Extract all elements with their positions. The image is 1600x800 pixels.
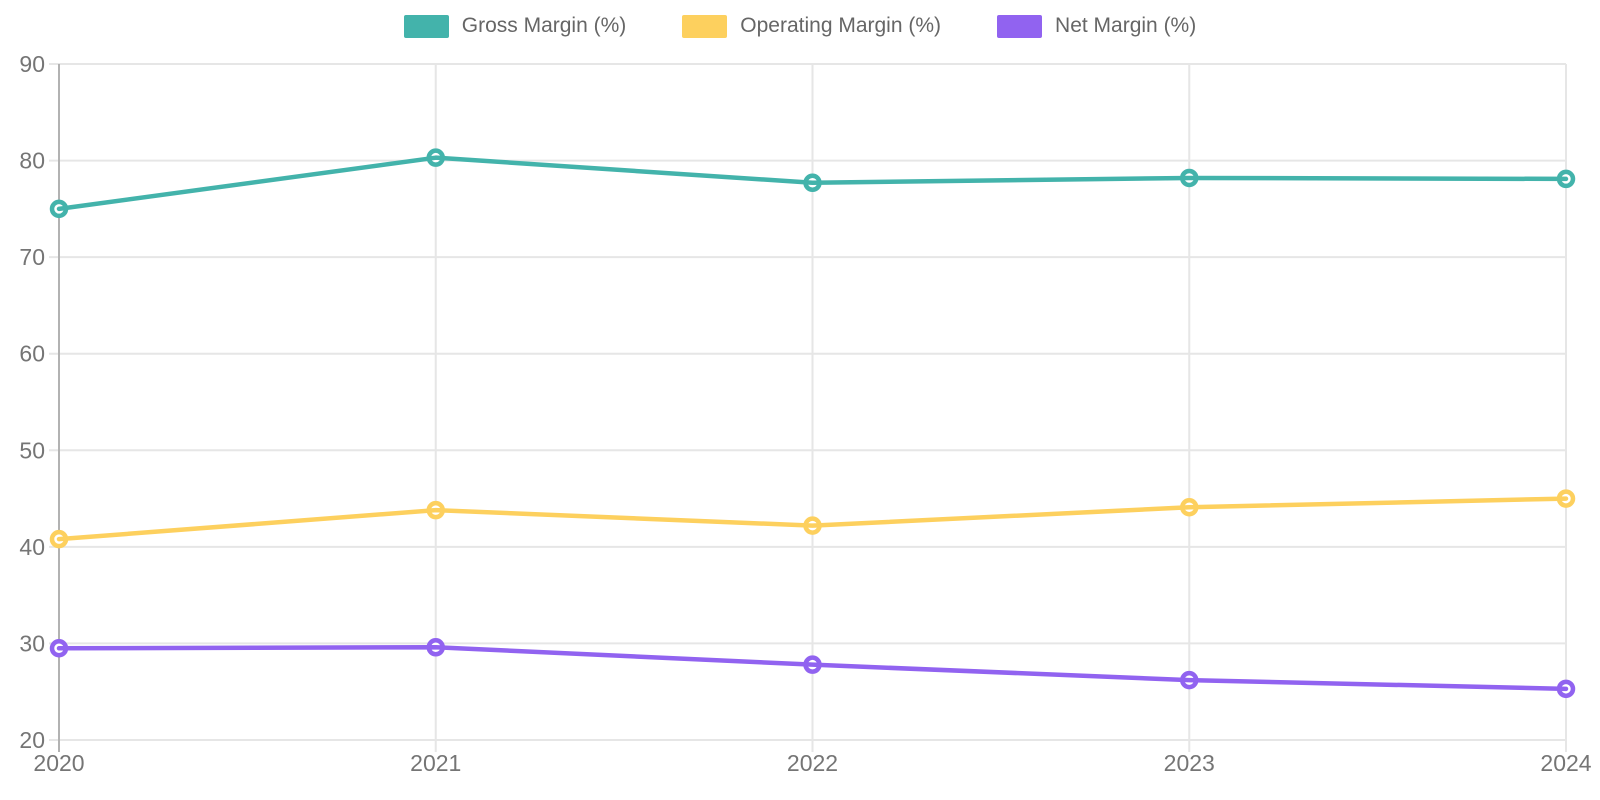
legend-label: Gross Margin (%) — [461, 14, 627, 37]
series-line-1 — [56, 155, 1569, 212]
legend-swatch — [403, 14, 449, 38]
x-tick-label: 2021 — [410, 750, 461, 776]
y-tick-label: 40 — [19, 534, 45, 560]
x-tick-label: 2022 — [787, 750, 838, 776]
x-tick-label: 2020 — [33, 750, 84, 776]
y-tick-label: 50 — [19, 437, 45, 463]
legend-item-2[interactable]: Operating Margin (%) — [682, 14, 941, 38]
series-line-2 — [56, 496, 1569, 542]
y-tick-label: 80 — [19, 148, 45, 174]
legend-label: Net Margin (%) — [1055, 14, 1197, 37]
y-tick-label: 70 — [19, 244, 45, 270]
y-tick-label: 90 — [19, 51, 45, 77]
legend-item-3[interactable]: Net Margin (%) — [997, 14, 1196, 38]
y-tick-label: 20 — [19, 727, 45, 753]
x-tick-label: 2023 — [1164, 750, 1215, 776]
series-line-3 — [56, 645, 1569, 692]
legend-swatch — [997, 14, 1043, 38]
chart-legend: Gross Margin (%) Operating Margin (%) Net … — [0, 14, 1600, 38]
legend-swatch — [682, 14, 728, 38]
legend-item-1[interactable]: Gross Margin (%) — [403, 14, 627, 38]
legend-label: Operating Margin (%) — [740, 14, 942, 37]
x-tick-label: 2024 — [1540, 750, 1591, 776]
y-tick-label: 60 — [19, 341, 45, 367]
y-tick-label: 30 — [19, 630, 45, 656]
